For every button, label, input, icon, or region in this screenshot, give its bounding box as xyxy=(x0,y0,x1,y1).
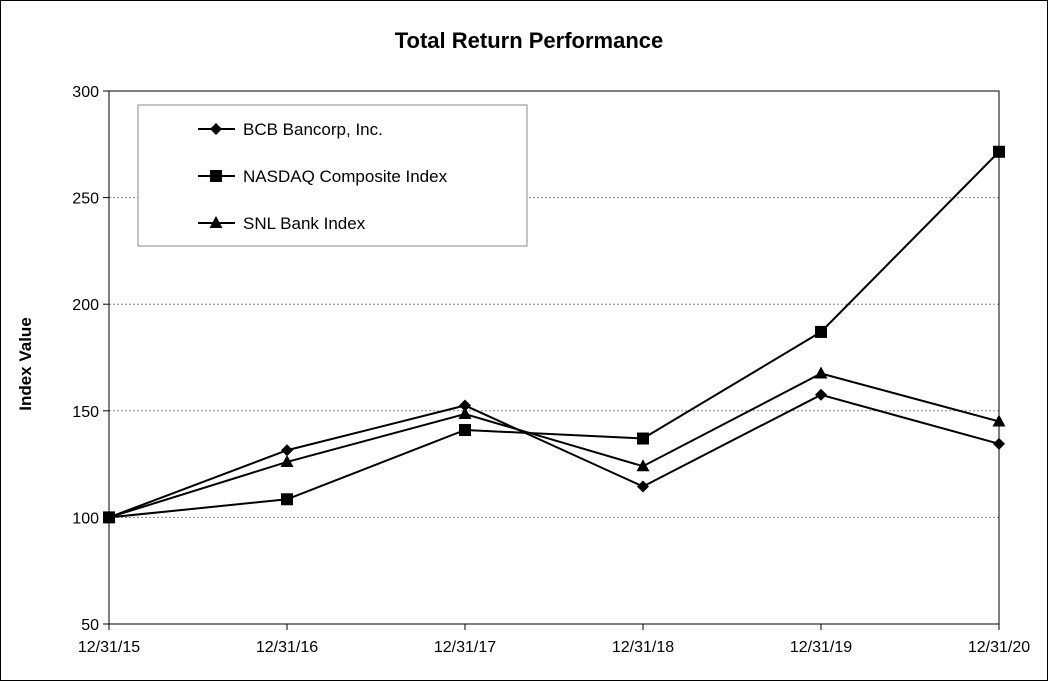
legend-label: BCB Bancorp, Inc. xyxy=(243,120,383,139)
data-point-triangle xyxy=(814,366,828,379)
data-point-diamond xyxy=(815,388,827,401)
data-point-triangle xyxy=(102,510,116,523)
y-tick-label: 150 xyxy=(72,404,99,421)
y-tick-label: 100 xyxy=(72,510,99,527)
series-diamond xyxy=(103,388,1005,524)
data-point-square xyxy=(637,432,649,445)
data-point-diamond xyxy=(281,444,293,457)
data-point-triangle xyxy=(636,459,650,472)
y-axis-label: Index Value xyxy=(16,317,35,411)
y-tick-label: 50 xyxy=(81,617,99,634)
data-point-square xyxy=(993,145,1005,158)
data-point-diamond xyxy=(459,399,471,412)
y-tick-label: 300 xyxy=(72,84,99,101)
data-point-diamond xyxy=(993,437,1005,450)
legend-label: SNL Bank Index xyxy=(243,214,366,233)
x-tick-label: 12/31/18 xyxy=(612,639,674,656)
y-tick-label: 200 xyxy=(72,297,99,314)
data-point-square xyxy=(281,493,293,506)
data-point-triangle xyxy=(458,406,472,419)
x-tick-label: 12/31/16 xyxy=(256,639,318,656)
series-line xyxy=(108,393,1000,519)
chart-title: Total Return Performance xyxy=(395,28,664,53)
data-point-square xyxy=(459,423,471,436)
x-tick-label: 12/31/20 xyxy=(968,639,1030,656)
y-tick-label: 250 xyxy=(72,191,99,208)
series-triangle xyxy=(102,366,1006,523)
axis-ticks: 50 100 150 200 250 300 12/31/15 12/31/16 12/31/1… xyxy=(72,84,1030,656)
x-tick-label: 12/31/19 xyxy=(790,639,852,656)
gridlines xyxy=(109,197,999,518)
data-point-triangle xyxy=(280,454,294,467)
series-line xyxy=(108,372,1000,519)
data-point-square xyxy=(815,325,827,338)
series-line xyxy=(108,151,1000,519)
x-tick-label: 12/31/17 xyxy=(434,639,496,656)
series-group xyxy=(102,145,1006,524)
series-square xyxy=(103,145,1005,524)
data-point-diamond xyxy=(637,480,649,493)
plot-area xyxy=(108,90,1000,625)
legend-marker-triangle xyxy=(209,216,223,228)
data-point-triangle xyxy=(992,414,1006,427)
legend-label: NASDAQ Composite Index xyxy=(243,167,448,186)
x-tick-label: 12/31/15 xyxy=(78,639,140,656)
legend: BCB Bancorp, Inc. NASDAQ Composite Index S… xyxy=(137,104,528,247)
legend-marker-square xyxy=(210,170,222,182)
legend-marker-diamond xyxy=(210,123,222,135)
